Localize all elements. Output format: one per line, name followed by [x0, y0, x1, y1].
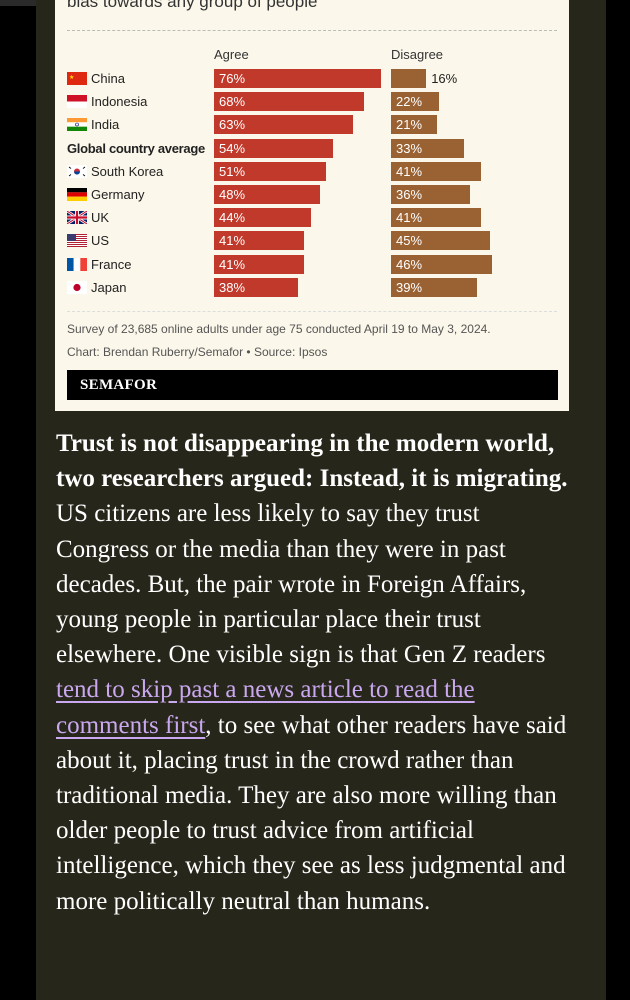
disagree-bar: [391, 138, 464, 158]
article-body-part2: , to see what other readers have said ab…: [56, 711, 567, 915]
agree-value-label: 76%: [219, 71, 246, 86]
article-lead: Trust is not disappearing in the modern …: [56, 430, 568, 493]
agree-bar: [214, 277, 298, 297]
disagree-bar: [391, 231, 490, 251]
disagree-value-label: 33%: [396, 140, 423, 156]
agree-value-label: 41%: [219, 233, 246, 249]
category-label: Germany: [91, 187, 145, 202]
disagree-bar: [391, 254, 493, 274]
category-label: US: [91, 233, 110, 249]
chart-row: ★ China 76% 16%: [55, 69, 569, 89]
disagree-value-label: 22%: [396, 94, 423, 110]
agree-bar: [214, 69, 382, 88]
disagree-value-label: 39%: [396, 279, 423, 295]
category-label: India: [91, 117, 120, 133]
category-label: UK: [91, 210, 110, 226]
category-label: Indonesia: [91, 94, 148, 110]
agree-bar: [214, 138, 333, 158]
article-body-part1: US citizens are less likely to say they …: [56, 500, 546, 669]
chart-title-fragment: bias towards any group of people": [67, 0, 324, 11]
disagree-column-header: Disagree: [391, 47, 444, 62]
agree-bar: [214, 161, 327, 181]
agree-value-label: 68%: [219, 94, 246, 110]
disagree-value-label: 16%: [431, 71, 458, 86]
agree-bar: [214, 208, 311, 228]
disagree-value-label: 45%: [396, 233, 423, 249]
agree-value-label: 51%: [219, 163, 246, 179]
south-korea-flag-icon: [67, 164, 87, 178]
agree-column-header: Agree: [214, 47, 249, 62]
india-flag-icon: [67, 118, 87, 132]
disagree-value-label: 41%: [396, 210, 423, 226]
category-label: Global country average: [67, 140, 205, 156]
agree-value-label: 41%: [219, 256, 246, 272]
disagree-value-label: 46%: [396, 256, 423, 272]
chart-row: France 41% 46%: [55, 254, 569, 275]
comments-first-link[interactable]: tend to skip past a news article to read…: [56, 676, 475, 739]
disagree-bar: [391, 115, 438, 135]
agree-value-label: 63%: [219, 117, 246, 133]
semafor-logo: SEMAFOR: [80, 377, 158, 393]
disagree-value-label: 21%: [396, 117, 423, 133]
chart-row: Indonesia 68% 22%: [55, 92, 569, 112]
chart-card: bias towards any group of people" Agree …: [55, 0, 569, 411]
disagree-value-label: 41%: [396, 163, 423, 179]
svg-text:★: ★: [69, 74, 74, 81]
us-flag-icon: [67, 234, 87, 248]
disagree-bar: [391, 185, 471, 204]
chart-row: Japan 38% 39%: [55, 277, 569, 298]
chart-row: India 63% 21%: [55, 115, 569, 135]
agree-bar: [214, 254, 305, 274]
footnote-rule: [67, 311, 557, 312]
disagree-bar: [391, 69, 427, 88]
category-label: Japan: [91, 279, 127, 295]
uk-flag-icon: [67, 211, 87, 225]
indonesia-flag-icon: [67, 95, 87, 109]
disagree-value-label: 36%: [396, 187, 423, 202]
germany-flag-icon: [67, 188, 87, 201]
agree-value-label: 38%: [219, 279, 246, 295]
chart-row: Germany 48% 36%: [55, 185, 569, 205]
category-label: China: [91, 71, 125, 86]
article-paragraph: Trust is not disappearing in the modern …: [56, 426, 570, 919]
agree-value-label: 48%: [219, 187, 246, 202]
agree-bar: [214, 115, 353, 135]
chart-row: Global country average 54% 33%: [55, 138, 569, 159]
disagree-bar: [391, 208, 482, 228]
brand-bar: SEMAFOR: [67, 370, 558, 400]
chart-row: South Korea 51% 41%: [55, 161, 569, 182]
agree-bar: [214, 185, 320, 204]
agree-bar: [214, 231, 305, 251]
survey-footnote: Survey of 23,685 online adults under age…: [67, 322, 491, 336]
title-rule: [67, 30, 557, 31]
category-label: France: [91, 256, 132, 272]
disagree-bar: [391, 277, 477, 297]
agree-value-label: 54%: [219, 140, 246, 156]
disagree-bar: [391, 92, 440, 112]
chart-row: UK 44% 41%: [55, 208, 569, 228]
france-flag-icon: [67, 257, 87, 271]
agree-bar: [214, 92, 364, 112]
chart-row: US 41% 45%: [55, 231, 569, 251]
right-margin: [606, 0, 630, 1000]
agree-value-label: 44%: [219, 210, 246, 226]
disagree-bar: [391, 161, 482, 181]
credit-footnote: Chart: Brendan Ruberry/Semafor • Source:…: [67, 345, 328, 359]
category-label: South Korea: [91, 163, 164, 179]
japan-flag-icon: [67, 280, 87, 294]
china-flag-icon: ★: [67, 72, 87, 85]
